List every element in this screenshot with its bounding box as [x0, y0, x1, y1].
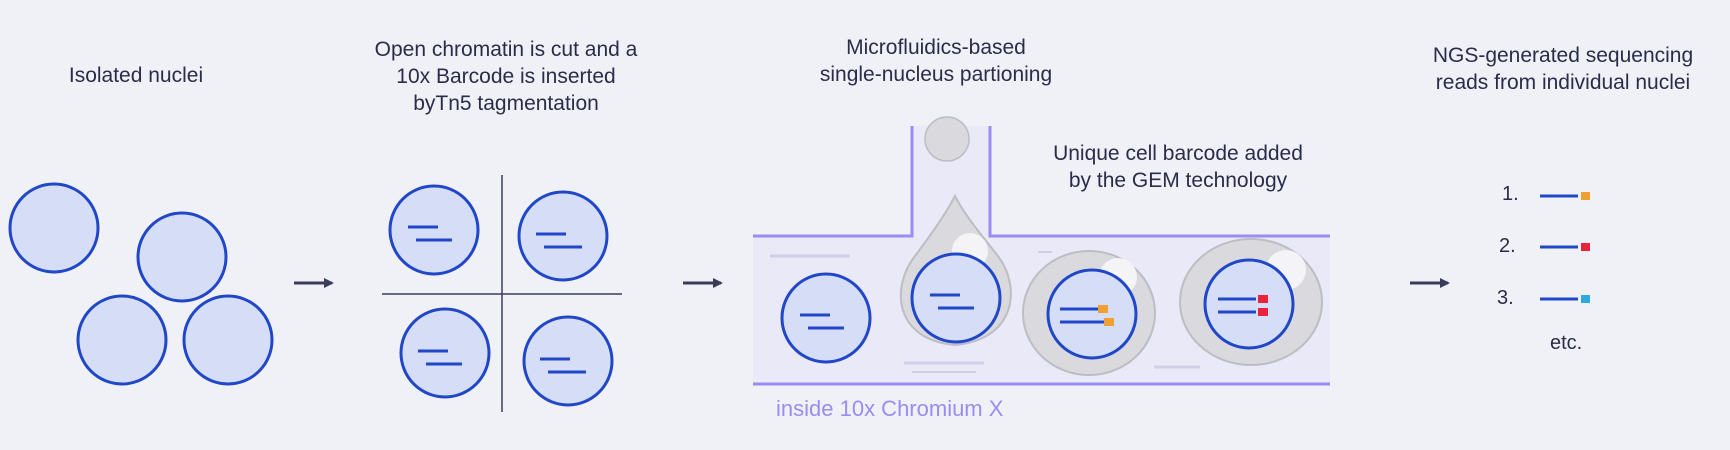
step2-title-line1: Open chromatin is cut and a: [374, 38, 638, 61]
step3-title: Microfluidics-based single-nucleus parti…: [786, 34, 1086, 88]
step2-title-line2: 10x Barcode is inserted: [396, 65, 616, 88]
gem-droplet: [1022, 250, 1156, 376]
gem-droplet: [1179, 238, 1323, 366]
nucleus: [136, 211, 228, 303]
read-number-1: 1.: [1502, 183, 1519, 205]
step2-title: Open chromatin is cut and a 10x Barcode …: [340, 36, 672, 117]
step2-title-line3: byTn5 tagmentation: [413, 92, 599, 115]
gem-note: Unique cell barcode added by the GEM tec…: [1028, 140, 1328, 194]
tagmented-nucleus: [399, 307, 491, 399]
barcode-tag: [1258, 295, 1268, 303]
gem-note-line1: Unique cell barcode added: [1053, 142, 1303, 165]
barcode-tag: [1098, 305, 1108, 313]
channel-nucleus: [780, 272, 872, 364]
forming-droplet: [899, 193, 1012, 347]
barcode-tag: [1104, 318, 1114, 326]
sequencing-reads: [1540, 192, 1590, 303]
step4-title-line2: reads from individual nuclei: [1435, 71, 1691, 94]
tagmentation-group: [382, 175, 622, 412]
read-tag-1: [1581, 192, 1590, 200]
isolated-nuclei-group: [8, 182, 274, 386]
read-more: etc.: [1550, 332, 1583, 354]
gel-bead: [924, 116, 970, 162]
tagmented-nucleus: [388, 184, 480, 276]
read-number-3: 3.: [1497, 287, 1514, 309]
step3-title-line1: Microfluidics-based: [846, 36, 1026, 59]
tagmented-nucleus: [522, 315, 614, 407]
read-number-2: 2.: [1499, 235, 1516, 257]
read-tag-2: [1581, 243, 1590, 251]
nucleus: [182, 294, 274, 386]
gem-note-line2: by the GEM technology: [1068, 169, 1288, 192]
read-tag-3: [1581, 295, 1590, 303]
step4-title: NGS-generated sequencing reads from indi…: [1402, 42, 1724, 96]
nucleus: [8, 182, 100, 274]
barcode-tag: [1258, 308, 1268, 316]
tagmented-nucleus: [517, 190, 609, 282]
nucleus: [76, 294, 168, 386]
step4-title-line1: NGS-generated sequencing: [1432, 44, 1694, 67]
channel-wall-top: [753, 126, 1330, 238]
microfluidic-device: [753, 116, 1330, 386]
step3-title-line2: single-nucleus partioning: [819, 63, 1053, 86]
step1-title: Isolated nuclei: [68, 64, 204, 87]
device-label: inside 10x Chromium X: [776, 396, 1004, 421]
